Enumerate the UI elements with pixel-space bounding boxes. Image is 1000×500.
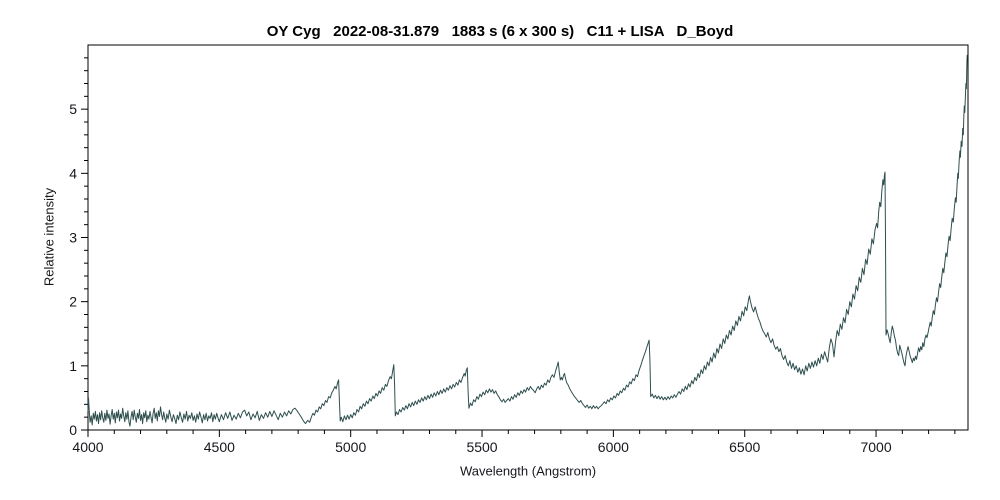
y-tick-label: 4: [69, 165, 77, 181]
x-tick-label: 4000: [72, 439, 103, 455]
axis-ticks: [81, 57, 956, 437]
x-tick-label: 5000: [335, 439, 366, 455]
x-tick-label: 6000: [598, 439, 629, 455]
y-tick-label: 1: [69, 358, 77, 374]
x-tick-label: 4500: [204, 439, 235, 455]
y-tick-label: 0: [69, 422, 77, 438]
plot-frame: [87, 44, 969, 431]
y-tick-label: 2: [69, 294, 77, 310]
spectrum-line: [87, 54, 968, 427]
chart-title: OY Cyg 2022-08-31.879 1883 s (6 x 300 s)…: [266, 23, 734, 40]
x-axis-label: Wavelength (Angstrom): [459, 463, 597, 479]
x-tick-label: 6500: [729, 439, 760, 455]
y-tick-label: 5: [69, 101, 77, 117]
y-tick-label: 3: [69, 230, 77, 246]
x-tick-label: 7000: [860, 439, 891, 455]
axis-tick-labels: 4000 4500 5000 5500 6000 6500 7000 0 1 2 3 4 5: [69, 101, 892, 455]
x-tick-label: 5500: [466, 439, 497, 455]
